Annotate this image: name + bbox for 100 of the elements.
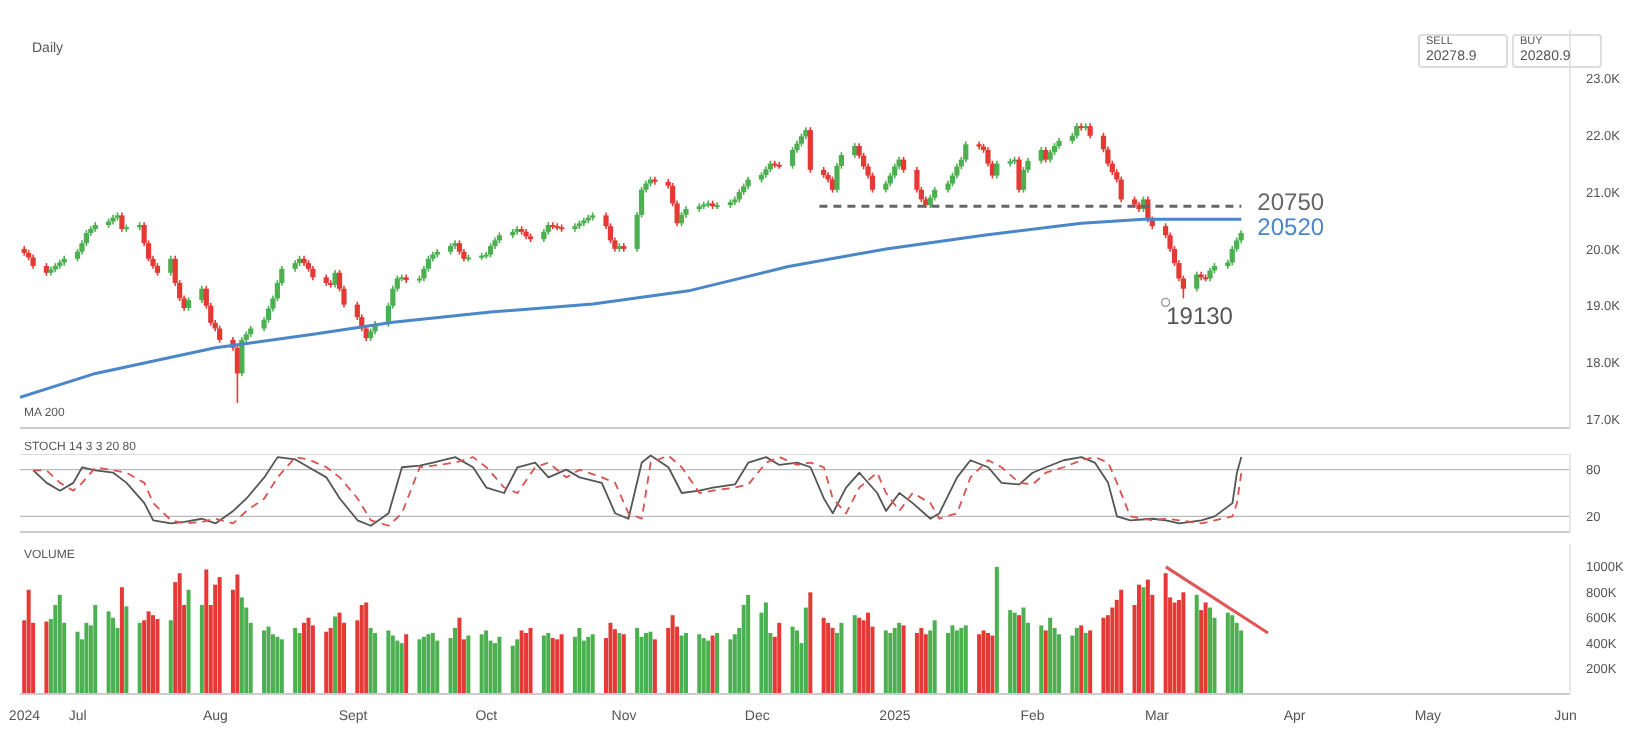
bar (1181, 592, 1186, 694)
bar (635, 627, 640, 694)
candlestick (119, 211, 125, 233)
bar (728, 639, 733, 694)
bar (270, 634, 275, 694)
bar (302, 622, 307, 694)
bar (954, 630, 959, 694)
candlestick (550, 221, 556, 230)
candlestick (714, 201, 720, 210)
bar (57, 594, 62, 694)
bar (1176, 599, 1181, 694)
bar (199, 605, 204, 694)
bar (572, 636, 577, 694)
candlestick (1118, 175, 1124, 204)
bar (683, 632, 688, 694)
bar (715, 632, 720, 694)
bar (861, 620, 866, 694)
bar (524, 632, 529, 694)
bar (857, 617, 862, 694)
bar (1110, 607, 1115, 694)
bar (279, 639, 284, 694)
bar (373, 632, 378, 694)
bar (1119, 589, 1124, 694)
bar (1101, 617, 1106, 694)
bar (1234, 622, 1239, 694)
bar (262, 630, 267, 694)
bar (1043, 630, 1048, 694)
bar (497, 636, 502, 694)
bar (608, 622, 613, 694)
bar (985, 632, 990, 694)
bar (395, 640, 400, 694)
bar (1194, 594, 1199, 694)
bar (466, 635, 471, 694)
bar (26, 589, 31, 694)
bar (479, 634, 484, 694)
bar (830, 627, 835, 694)
bar (1105, 615, 1110, 694)
bar (310, 625, 315, 694)
bar (528, 627, 533, 694)
bar (404, 634, 409, 694)
bar (1203, 602, 1208, 694)
bar (1021, 607, 1026, 694)
bar (204, 569, 209, 694)
bar (803, 607, 808, 694)
bar (1057, 634, 1062, 694)
bar (790, 626, 795, 694)
bar (1172, 602, 1177, 694)
bar (186, 589, 191, 694)
bar (435, 640, 440, 694)
annotation: 20520 (1257, 213, 1325, 242)
candlestick (789, 146, 796, 170)
bar (359, 605, 364, 694)
bar (994, 566, 999, 694)
bar (546, 632, 551, 694)
bar (866, 612, 871, 694)
annotation: 19130 (1166, 302, 1234, 331)
bar (679, 635, 684, 694)
bar (328, 627, 333, 694)
bar (559, 634, 564, 694)
bar (652, 639, 657, 694)
bar (1070, 635, 1075, 694)
bar (390, 635, 395, 694)
candlestick (914, 166, 920, 194)
bar (852, 615, 857, 694)
bar (368, 627, 373, 694)
bar (914, 632, 919, 694)
candlestick (483, 250, 489, 260)
bar (168, 620, 173, 694)
bar (217, 577, 222, 694)
bar (1074, 627, 1079, 694)
bar (106, 611, 111, 694)
bar (386, 630, 391, 694)
bar (324, 631, 329, 694)
bar (981, 630, 986, 694)
bar (1239, 630, 1244, 694)
bar (111, 617, 116, 694)
bar (1225, 612, 1230, 694)
bar (124, 606, 129, 694)
bar (670, 615, 675, 694)
bar (977, 634, 982, 694)
bar (239, 597, 244, 694)
bar (1017, 615, 1022, 694)
bar (1088, 630, 1093, 694)
bar (777, 622, 782, 694)
candlestick (1016, 155, 1022, 194)
bar (1163, 573, 1168, 694)
bar (697, 634, 702, 694)
bar (648, 631, 653, 694)
bar (541, 635, 546, 694)
bar (457, 617, 462, 694)
bar (763, 602, 768, 694)
bar (399, 643, 404, 694)
bar (959, 627, 964, 694)
bar (364, 602, 369, 694)
bar (430, 632, 435, 694)
bar (644, 632, 648, 694)
bar (519, 630, 524, 694)
bar (963, 625, 968, 694)
bar (888, 632, 893, 694)
bar (550, 638, 555, 694)
